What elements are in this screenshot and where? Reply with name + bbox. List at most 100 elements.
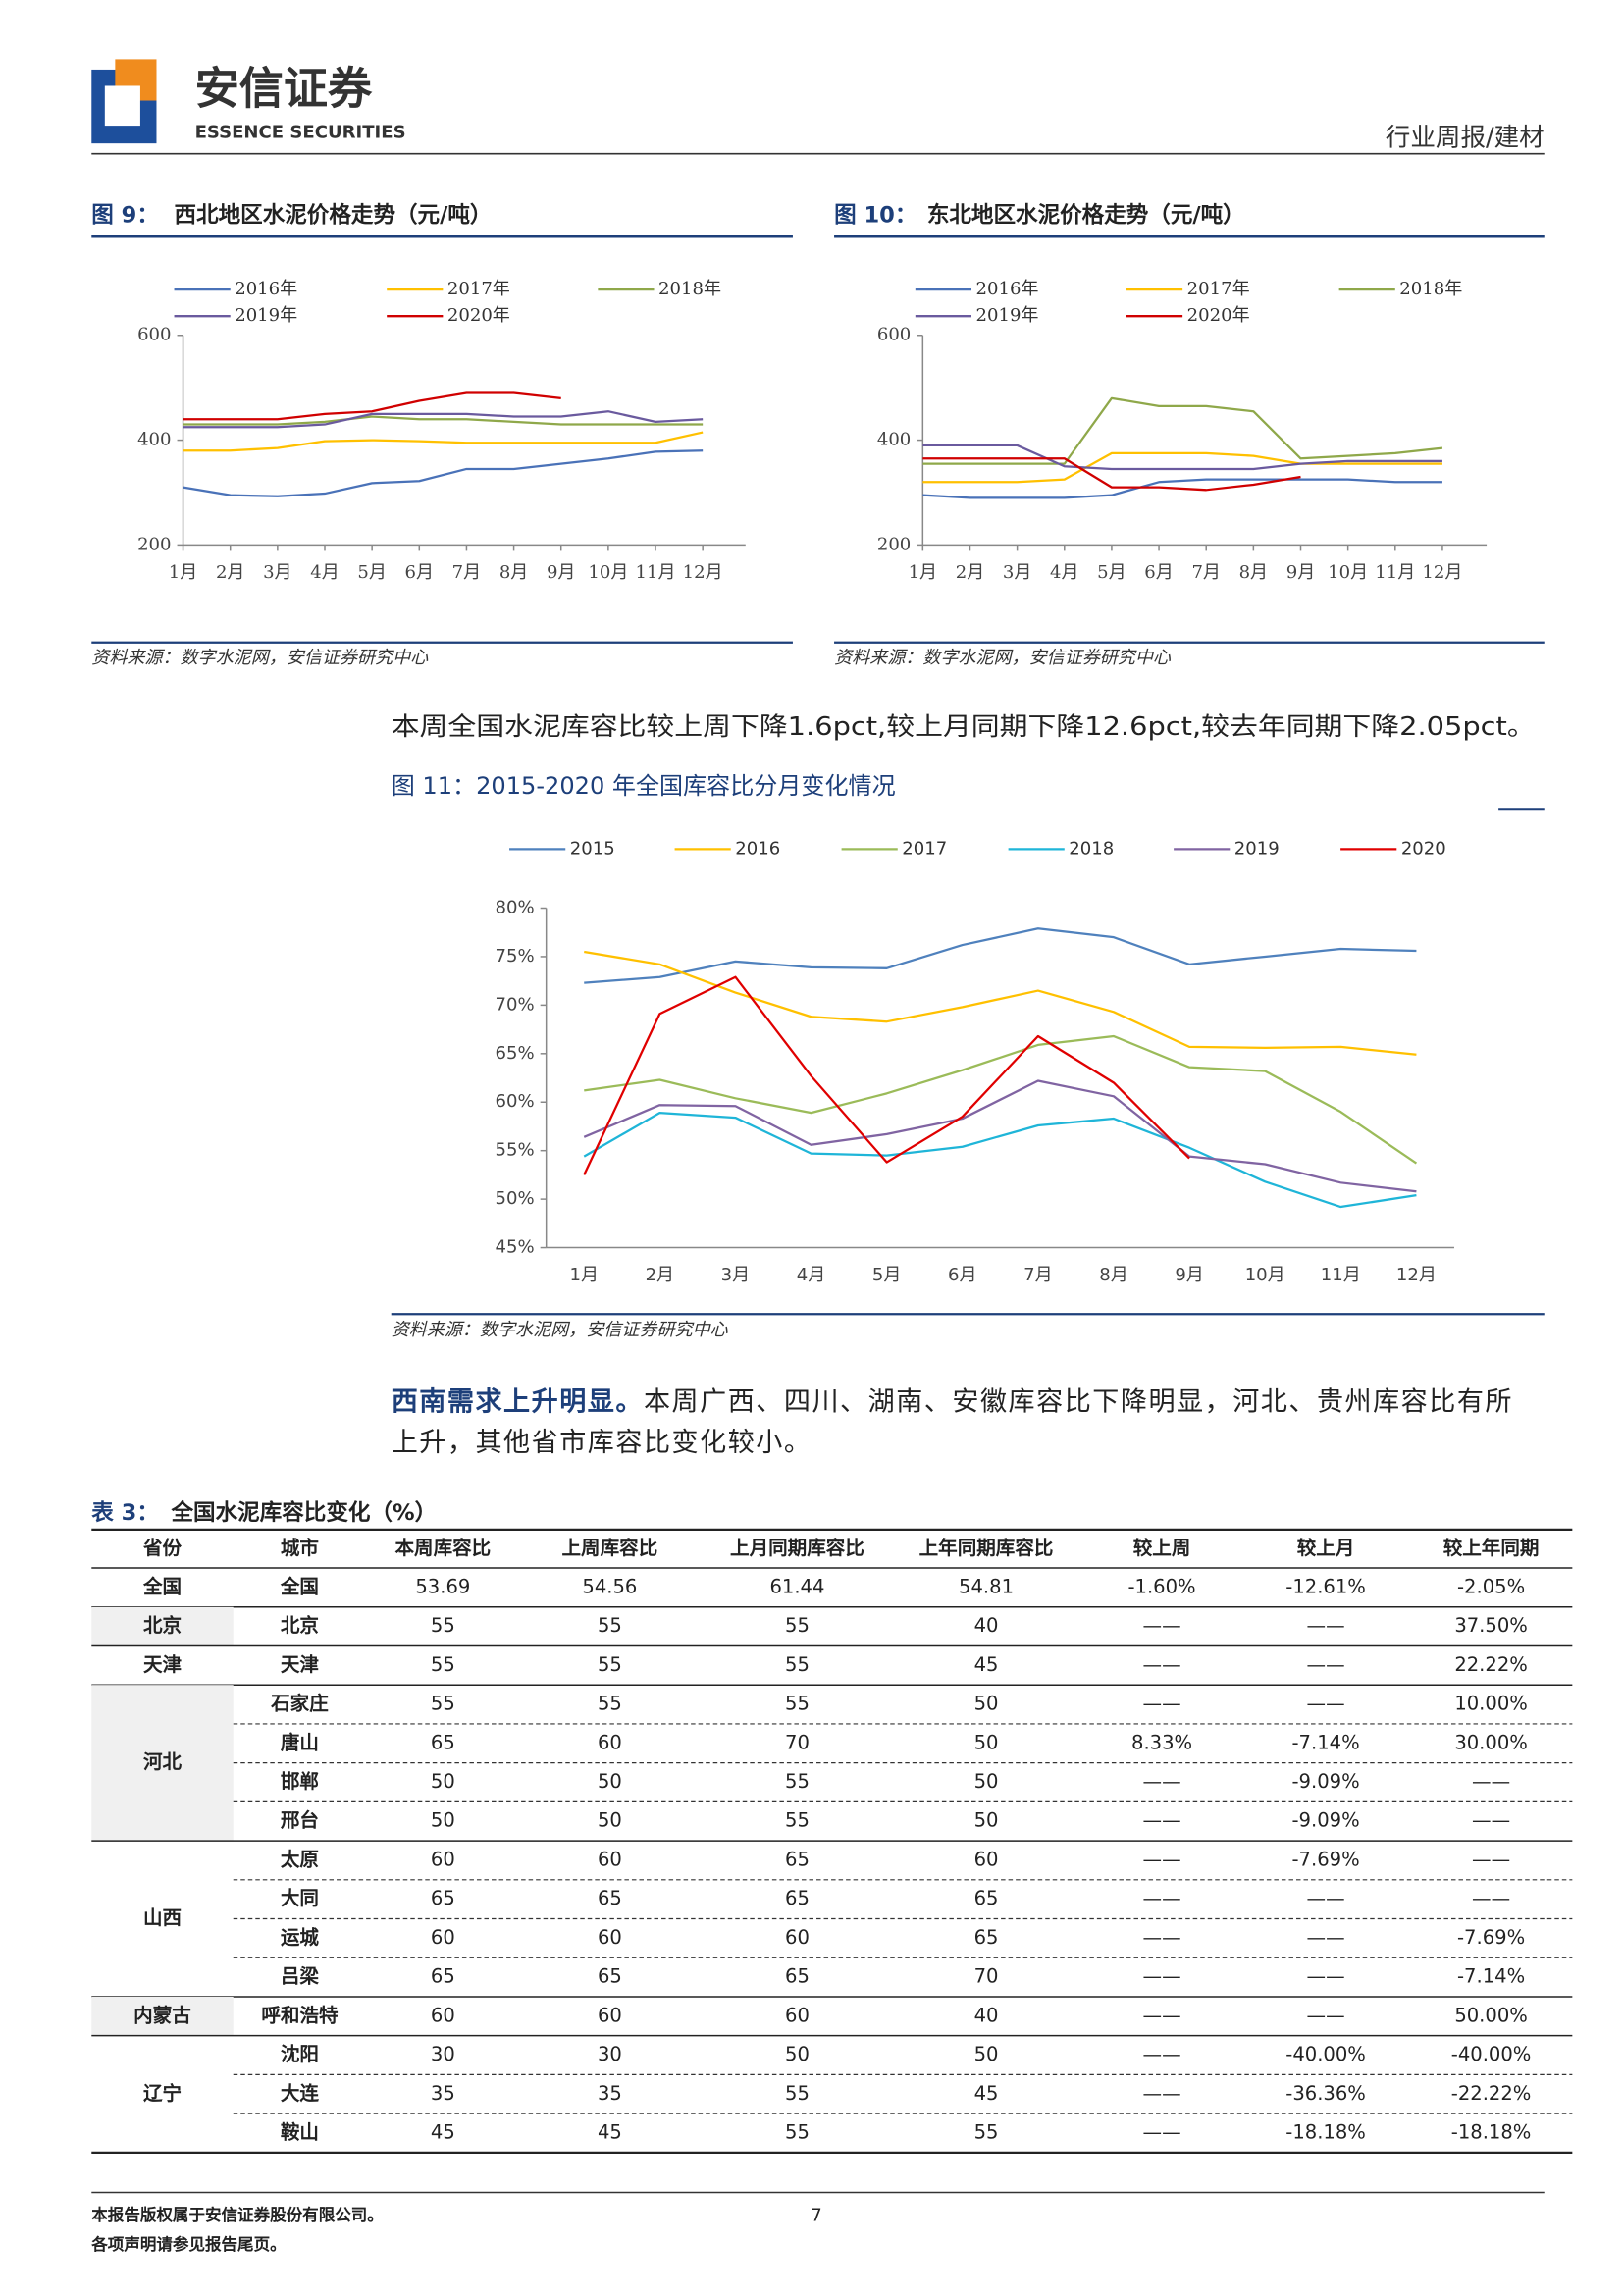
table-cell: ——	[1472, 1809, 1510, 1832]
x-tick-label: 7月	[1191, 562, 1221, 583]
y-tick-label: 600	[137, 325, 171, 345]
table-cell: 60	[431, 2004, 455, 2026]
table-cell: 45	[974, 1653, 999, 1676]
legend-label: 2018	[1069, 838, 1114, 859]
table-header: 较上年同期	[1443, 1537, 1540, 1559]
table-cell: 65	[785, 1887, 810, 1909]
table-cell: -22.22%	[1451, 2082, 1532, 2105]
table-cell: 大同	[281, 1887, 319, 1909]
y-tick-label: 50%	[496, 1188, 535, 1209]
report-type: 行业周报/建材	[1386, 124, 1545, 153]
table-cell: 55	[431, 1653, 455, 1676]
table-cell: 60	[785, 1926, 810, 1949]
y-tick-label: 65%	[496, 1043, 535, 1064]
table-cell: 70	[785, 1731, 810, 1753]
x-tick-label: 1月	[569, 1265, 599, 1285]
x-tick-label: 12月	[1422, 562, 1462, 583]
table-cell: 50	[974, 1693, 999, 1715]
table-cell: -1.60%	[1127, 1575, 1195, 1597]
table-cell: 60	[431, 1848, 455, 1870]
table-header: 上月同期库容比	[730, 1537, 864, 1559]
series-line	[922, 478, 1442, 499]
figure-label: 图 10：	[834, 202, 917, 228]
province-cell	[91, 1685, 234, 1842]
table-cell: 55	[785, 2120, 810, 2143]
table-cell: 65	[431, 1965, 455, 1988]
table-cell: ——	[1143, 2082, 1181, 2105]
series-line	[584, 927, 1417, 984]
table-cell: 50	[431, 1809, 455, 1832]
table-cell: 30.00%	[1454, 1731, 1528, 1753]
table-title: 全国水泥库容比变化（%）	[171, 1499, 438, 1526]
legend-label: 2017	[902, 838, 947, 859]
table-cell: 60	[598, 1926, 622, 1949]
table-cell: 61.44	[769, 1575, 824, 1597]
table-cell: 65	[431, 1887, 455, 1909]
x-tick-label: 7月	[452, 562, 482, 583]
paragraph-lead: 西南需求上升明显。	[392, 1386, 644, 1417]
y-tick-label: 45%	[496, 1237, 535, 1258]
table-cell: 50	[974, 1809, 999, 1832]
table-cell: 唐山	[281, 1731, 319, 1753]
x-tick-label: 1月	[909, 562, 938, 583]
x-tick-label: 4月	[797, 1265, 826, 1285]
legend-label: 2020年	[1187, 305, 1250, 326]
y-tick-label: 55%	[496, 1140, 535, 1161]
paragraph-line: 本周广西、四川、湖南、安徽库容比下降明显，河北、贵州库容比有所	[644, 1386, 1513, 1417]
table-cell: -2.05%	[1457, 1575, 1525, 1597]
table-cell: 55	[785, 1770, 810, 1793]
page-number: 7	[811, 2206, 821, 2226]
table-cell: 65	[974, 1887, 999, 1909]
table-cell: -18.18%	[1451, 2120, 1532, 2143]
table-cell: ——	[1143, 2120, 1181, 2143]
x-tick-label: 11月	[636, 562, 676, 583]
paragraph-line: 上升，其他省市库容比变化较小。	[392, 1428, 812, 1458]
table-cell: 鞍山	[281, 2120, 319, 2143]
table-header: 省份	[142, 1537, 183, 1559]
legend-label: 2019年	[235, 305, 297, 326]
table-cell: 53.69	[415, 1575, 470, 1597]
x-tick-label: 5月	[1097, 562, 1126, 583]
table-cell: 10.00%	[1454, 1693, 1528, 1715]
legend-label: 2018年	[658, 279, 721, 299]
table-cell: ——	[1143, 1965, 1181, 1988]
series-line	[183, 449, 704, 497]
legend-label: 2015	[570, 838, 615, 859]
province-cell	[91, 1606, 234, 1646]
company-name-en: ESSENCE SECURITIES	[195, 123, 406, 143]
table-cell: -40.00%	[1285, 2043, 1366, 2065]
x-tick-label: 1月	[169, 562, 198, 583]
y-tick-label: 400	[877, 430, 911, 450]
x-tick-label: 9月	[547, 562, 576, 583]
table-cell: 40	[974, 1614, 999, 1637]
table-cell: ——	[1472, 1848, 1510, 1870]
table-cell: 邢台	[281, 1809, 319, 1832]
table-cell: 50	[598, 1770, 622, 1793]
y-tick-label: 80%	[496, 898, 535, 918]
table-cell: ——	[1307, 1926, 1345, 1949]
table-cell: -9.09%	[1292, 1809, 1360, 1832]
x-tick-label: 2月	[956, 562, 985, 583]
series-line	[583, 1111, 1417, 1209]
table-cell: ——	[1472, 1770, 1510, 1793]
figure-title: 东北地区水泥价格走势（元/吨）	[927, 201, 1245, 228]
y-tick-label: 600	[877, 325, 911, 345]
x-tick-label: 9月	[1175, 1265, 1204, 1285]
table-cell: 54.56	[582, 1575, 637, 1597]
table-cell: 60	[974, 1848, 999, 1870]
table-cell: 沈阳	[281, 2043, 319, 2065]
x-tick-label: 2月	[216, 562, 245, 583]
table-cell: 65	[598, 1965, 622, 1988]
table-cell: 50	[974, 1731, 999, 1753]
table-cell: ——	[1143, 1848, 1181, 1870]
table-cell: 65	[431, 1731, 455, 1753]
table-cell: 55	[974, 2120, 999, 2143]
x-tick-label: 10月	[1245, 1265, 1285, 1285]
table-cell: ——	[1143, 1693, 1181, 1715]
x-tick-label: 6月	[405, 562, 435, 583]
table-cell: 30	[598, 2043, 622, 2065]
table-cell: ——	[1143, 1887, 1181, 1909]
y-tick-label: 400	[137, 430, 171, 450]
x-tick-label: 4月	[1050, 562, 1079, 583]
legend-label: 2017年	[447, 279, 510, 299]
